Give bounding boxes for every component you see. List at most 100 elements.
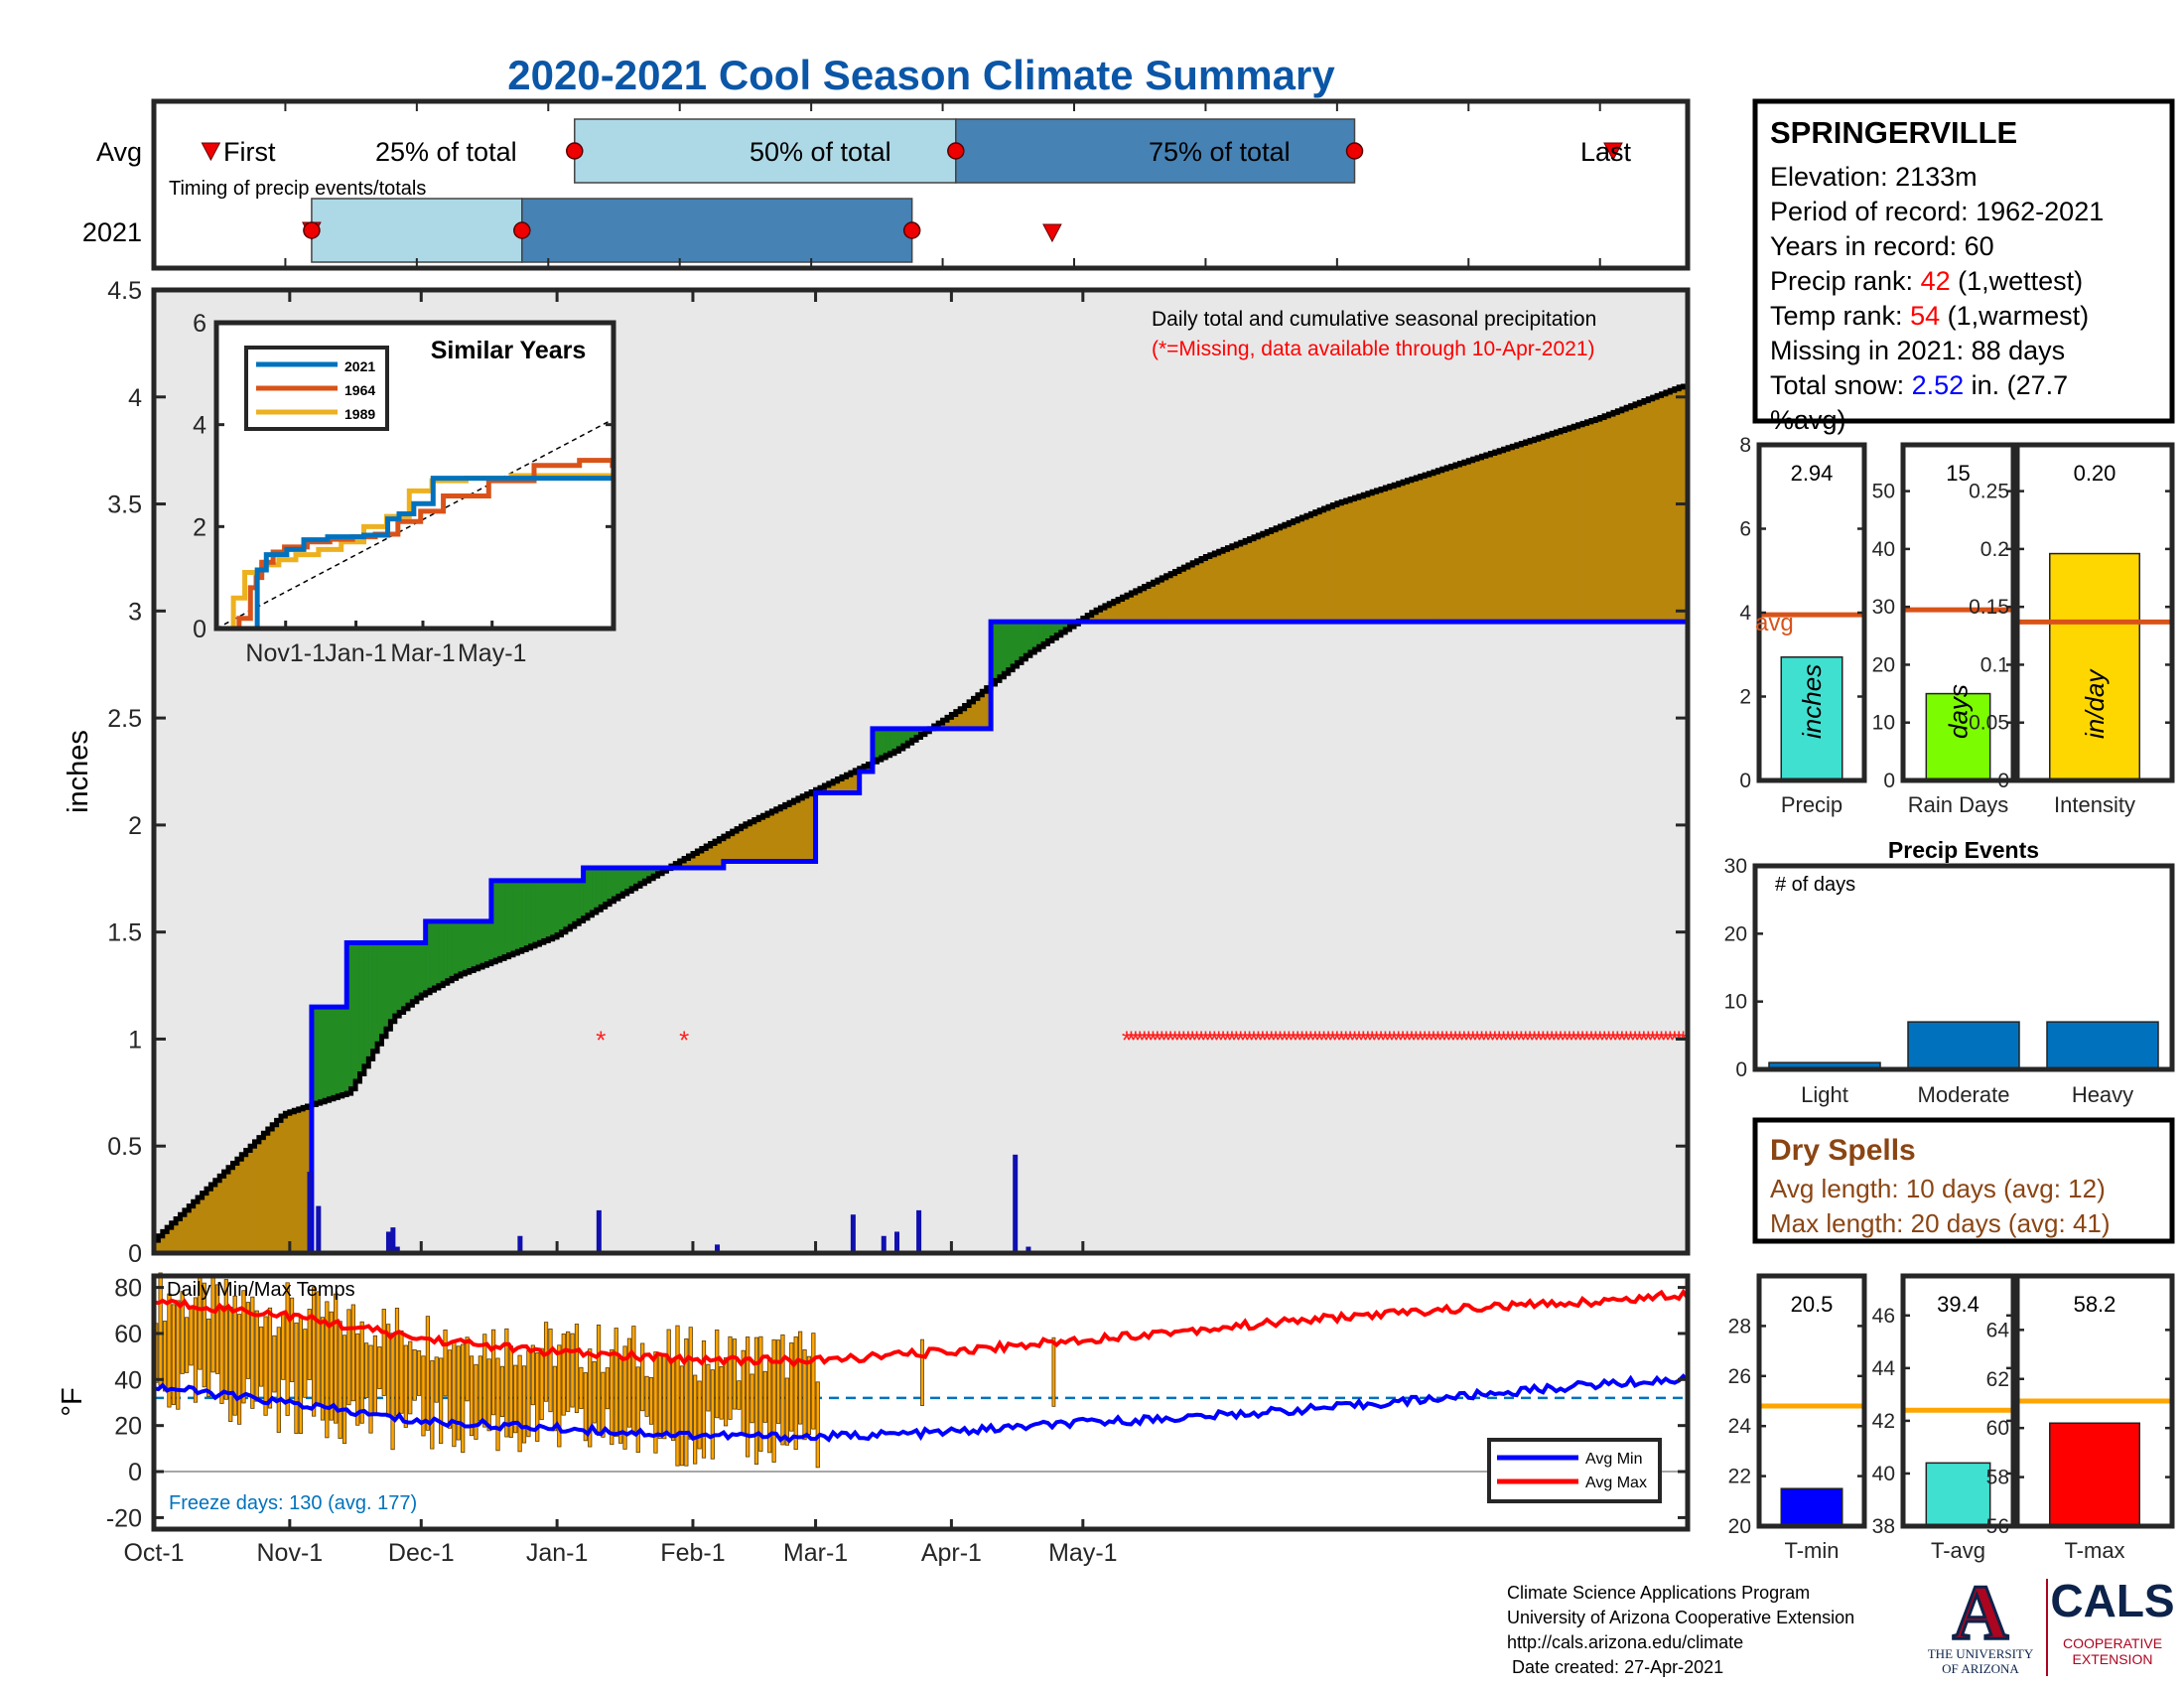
daily-temp-bar (276, 1327, 281, 1433)
precip-diff-column (1530, 440, 1535, 623)
missing-day-marker: * (1200, 1025, 1210, 1055)
precip-diff-column (512, 880, 518, 954)
daily-temp-bar (193, 1297, 199, 1403)
daily-temp-bar (443, 1329, 448, 1397)
missing-day-marker: * (1420, 1025, 1430, 1055)
daily-temp-bar (285, 1282, 290, 1416)
precip-panel-xlabel: Precip (1781, 792, 1843, 817)
precip-diff-column (648, 868, 654, 879)
tavg-panel-value-label: 39.4 (1937, 1292, 1979, 1317)
missing-day-marker: * (1231, 1025, 1241, 1055)
precip-diff-column (1153, 582, 1159, 623)
intensity-panel-ytick-label: 0.1 (1980, 653, 2009, 676)
precip-diff-column (1621, 408, 1627, 623)
missing-day-marker: * (1621, 1025, 1631, 1055)
precip-diff-column (1582, 423, 1587, 623)
missing-day-marker: * (1411, 1025, 1421, 1055)
missing-day-marker: * (1608, 1025, 1618, 1055)
footer-line3: http://cals.arizona.edu/climate (1507, 1632, 1743, 1652)
precip-diff-column (1122, 597, 1128, 623)
precip-diff-column (1196, 560, 1202, 623)
missing-day-marker: * (1301, 1025, 1311, 1055)
missing-day-marker: * (1586, 1025, 1596, 1055)
precip-panel-ytick-label: 2 (1739, 686, 1751, 709)
precip-diff-column (583, 868, 589, 918)
timing-boxes (201, 101, 1623, 268)
missing-day-marker: * (1402, 1025, 1412, 1055)
precip-diff-column (198, 1196, 203, 1253)
precip-diff-column (1547, 434, 1553, 623)
precip-diff-column (1521, 443, 1527, 623)
missing-day-marker: * (1652, 1025, 1662, 1055)
precip-diff-column (469, 920, 475, 971)
precip-diff-column (1192, 562, 1197, 623)
precip-diff-column (701, 848, 707, 868)
precip-diff-column (1573, 426, 1579, 623)
missing-day-marker: * (1490, 1025, 1500, 1055)
missing-day-marker: * (1538, 1025, 1548, 1055)
missing-day-marker: * (1126, 1025, 1136, 1055)
missing-day-marker: * (1630, 1025, 1640, 1055)
temp-ytick-label: 20 (114, 1413, 142, 1441)
precip-diff-column (530, 880, 536, 946)
missing-day-marker: * (1187, 1025, 1197, 1055)
missing-day-marker: * (1407, 1025, 1417, 1055)
precip-diff-column (320, 1007, 326, 1102)
precip-diff-column (219, 1176, 225, 1253)
daily-temp-bar (657, 1353, 662, 1439)
missing-day-marker: * (1165, 1025, 1175, 1055)
missing-day-marker: * (1280, 1025, 1290, 1055)
missing-day-marker: * (1169, 1025, 1179, 1055)
daily-temp-bar (535, 1352, 540, 1442)
dry-spells-frame (1752, 1117, 2175, 1244)
daily-temp-bar (675, 1325, 680, 1467)
daily-temp-bar (798, 1331, 803, 1425)
precip-diff-column (456, 920, 462, 976)
daily-temp-bar (236, 1314, 242, 1425)
daily-temp-bar (355, 1333, 360, 1426)
precip-diff-column (1336, 502, 1342, 623)
precip-diff-column (692, 853, 698, 868)
daily-temp-bar (346, 1309, 351, 1406)
inset-legend-1964: 1964 (344, 382, 375, 398)
precip-diff-column (737, 828, 742, 862)
precip-diff-column (294, 1110, 300, 1253)
precip-diff-column (894, 728, 899, 752)
precip-diff-column (1223, 549, 1228, 623)
precip-diff-column (162, 1231, 168, 1253)
daily-temp-bar (363, 1342, 369, 1399)
raindays-panel-value-label: 15 (1946, 461, 1970, 486)
daily-temp-bar (272, 1335, 277, 1393)
precip-diff-column (1612, 412, 1618, 623)
ua-logo-line2: OF ARIZONA (1942, 1661, 2019, 1676)
precip-diff-column (1323, 508, 1329, 623)
precip-diff-column (465, 920, 471, 973)
daily-temp-bar (202, 1282, 206, 1388)
precip-events-ytick-label: 10 (1724, 991, 1747, 1014)
precip-diff-column (167, 1227, 173, 1253)
precip-diff-column (1617, 410, 1623, 623)
precip-diff-column (797, 797, 803, 862)
precip-diff-column (1652, 397, 1658, 623)
precip-diff-column (359, 942, 365, 1074)
daily-temp-bar (566, 1331, 571, 1412)
precip-diff-column (438, 920, 444, 986)
precip-diff-column (898, 728, 904, 750)
precip-event-category: Light (1801, 1082, 1848, 1107)
tavg-panel-frame (1900, 1273, 2016, 1529)
daily-temp-bar (815, 1381, 820, 1469)
daily-precip-bar (394, 1246, 400, 1253)
precip-diff-column (1459, 463, 1465, 623)
missing-day-marker: * (1363, 1025, 1373, 1055)
daily-temp-bar (495, 1357, 500, 1452)
daily-temp-bar (762, 1370, 767, 1423)
precip-diff-column (1004, 622, 1010, 674)
daily-temp-bar (232, 1295, 237, 1416)
snow-suffix: in. (27.7 (1964, 370, 2068, 400)
daily-temp-bar (325, 1301, 330, 1439)
station-info-box: SPRINGERVILLE Elevation: 2133m Period of… (1752, 98, 2175, 435)
snow-line2: %avg) (1770, 405, 1846, 435)
precip-diff-column (412, 942, 418, 1002)
precip-diff-column (1657, 395, 1662, 623)
daily-temp-bar (666, 1329, 671, 1436)
